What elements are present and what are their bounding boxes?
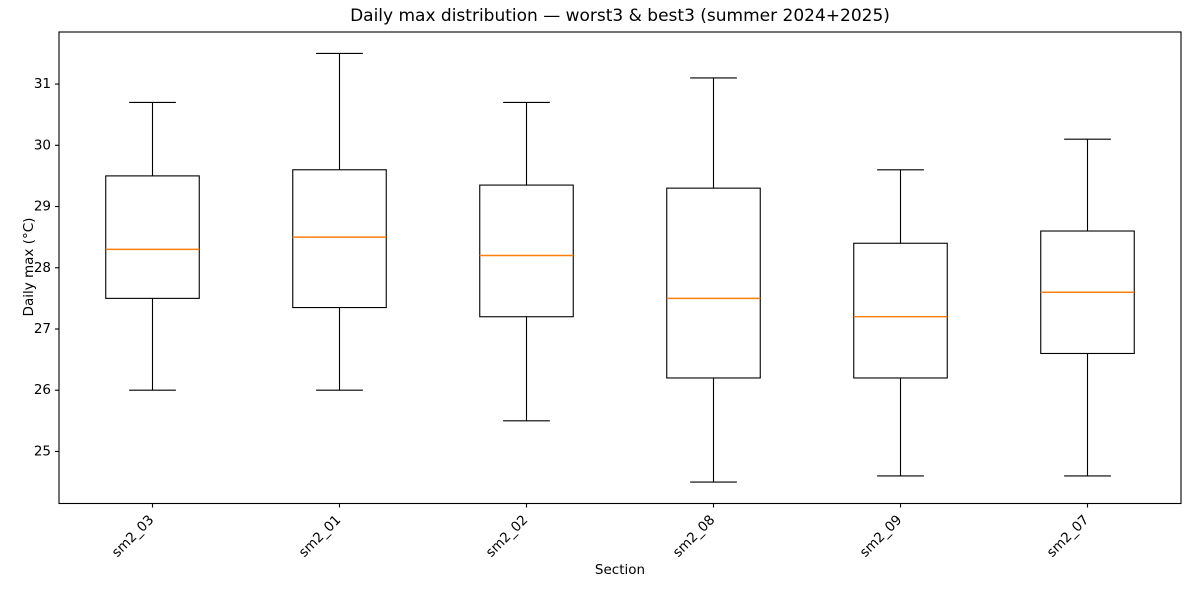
chart-title: Daily max distribution — worst3 & best3 … — [350, 6, 890, 26]
iqr-box — [105, 175, 200, 299]
box-group-sm2_02 — [479, 101, 574, 422]
box-group-sm2_01 — [292, 52, 387, 391]
box-group-sm2_09 — [853, 169, 948, 477]
x-tick-label-sm2_03: sm2_03 — [109, 512, 158, 561]
x-tick-label-sm2_08: sm2_08 — [670, 512, 719, 561]
y-tick-label: 25 — [34, 443, 51, 459]
y-tick-label: 28 — [34, 260, 51, 276]
y-tick-label: 27 — [34, 321, 51, 337]
y-tick-label: 30 — [34, 137, 51, 153]
box-group-sm2_07 — [1040, 138, 1135, 477]
box-group-sm2_03 — [105, 101, 200, 391]
box-group-sm2_08 — [666, 77, 761, 483]
axes-frame — [58, 31, 1182, 505]
x-tick-label-sm2_01: sm2_01 — [296, 512, 345, 561]
iqr-box — [292, 169, 387, 309]
y-tick-label: 29 — [34, 199, 51, 215]
x-axis-label: Section — [594, 562, 646, 578]
iqr-box — [666, 187, 761, 379]
x-tick-label-sm2_02: sm2_02 — [483, 512, 532, 561]
y-tick-label: 31 — [34, 76, 51, 92]
x-tick-label-sm2_07: sm2_07 — [1044, 512, 1093, 561]
y-tick-label: 26 — [34, 382, 51, 398]
x-tick-label-sm2_09: sm2_09 — [857, 512, 906, 561]
iqr-box — [853, 242, 948, 379]
iqr-box — [479, 184, 574, 318]
